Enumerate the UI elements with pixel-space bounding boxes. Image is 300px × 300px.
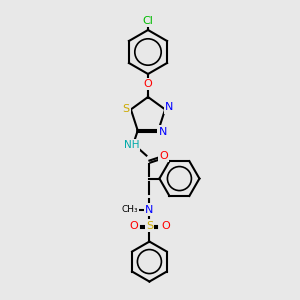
Text: O: O bbox=[144, 79, 152, 89]
Text: S: S bbox=[146, 220, 153, 231]
Text: Cl: Cl bbox=[142, 16, 153, 26]
Text: CH₃: CH₃ bbox=[121, 205, 138, 214]
Text: O: O bbox=[159, 151, 168, 160]
Text: N: N bbox=[165, 102, 173, 112]
Text: O: O bbox=[161, 220, 170, 231]
Text: N: N bbox=[158, 127, 167, 136]
Text: NH: NH bbox=[124, 140, 139, 150]
Text: O: O bbox=[129, 220, 138, 231]
Text: N: N bbox=[145, 205, 154, 214]
Text: S: S bbox=[122, 104, 129, 114]
